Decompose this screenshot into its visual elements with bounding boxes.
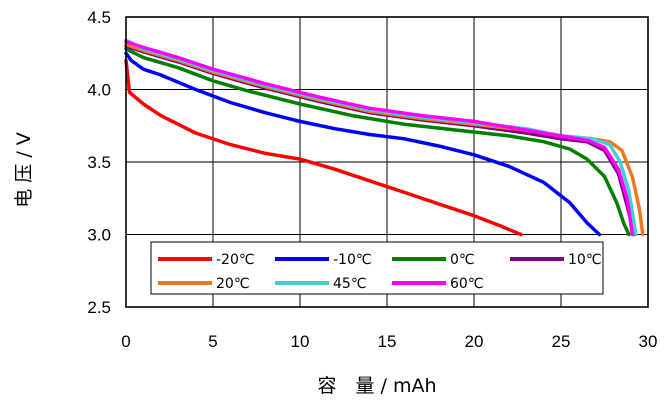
y-tick-label: 2.5 xyxy=(87,298,111,317)
legend-label-5: 45℃ xyxy=(333,276,367,292)
legend-label-3: 10℃ xyxy=(568,252,602,268)
legend: -20℃ -10℃ 0℃ 10℃ 20℃ 45℃ 60℃ xyxy=(150,241,604,295)
series-line-6 xyxy=(124,39,635,237)
legend-label-0: -20℃ xyxy=(216,252,255,268)
series-lines xyxy=(124,38,645,237)
y-axis-title: 电 压 / V xyxy=(13,132,35,208)
axis-tick-labels: 0 5 10 15 20 25 30 2.5 3.0 3.5 4.0 4.5 xyxy=(87,8,657,351)
y-tick-label: 4.5 xyxy=(87,8,111,27)
x-axis-title: 容 量 / mAh xyxy=(317,375,436,397)
y-tick-label: 3.0 xyxy=(87,226,111,245)
x-tick-label: 15 xyxy=(378,332,397,351)
x-tick-label: 30 xyxy=(639,332,658,351)
series-line-2 xyxy=(124,47,631,237)
x-tick-label: 5 xyxy=(208,332,217,351)
x-tick-label: 10 xyxy=(291,332,310,351)
legend-label-6: 60℃ xyxy=(450,276,484,292)
y-tick-label: 4.0 xyxy=(87,81,111,100)
legend-box xyxy=(150,241,604,295)
x-tick-label: 0 xyxy=(121,332,130,351)
x-tick-label: 20 xyxy=(465,332,484,351)
legend-label-4: 20℃ xyxy=(216,276,250,292)
series-line-3 xyxy=(124,44,636,237)
legend-label-2: 0℃ xyxy=(450,252,475,268)
y-tick-label: 3.5 xyxy=(87,153,111,172)
x-tick-label: 25 xyxy=(552,332,571,351)
series-line-0 xyxy=(124,58,523,237)
legend-label-1: -10℃ xyxy=(333,252,372,268)
series-line-1 xyxy=(124,51,602,237)
plot-frame xyxy=(125,16,649,308)
